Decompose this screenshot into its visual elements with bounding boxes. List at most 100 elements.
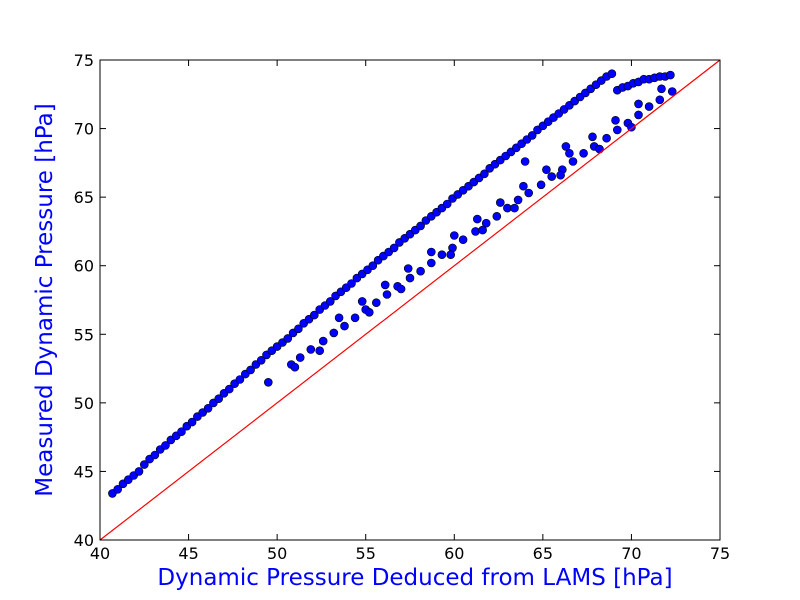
- data-point: [246, 365, 255, 375]
- data-point: [403, 264, 413, 273]
- data-point: [396, 284, 406, 294]
- data-point: [340, 321, 349, 331]
- data-point: [329, 328, 339, 338]
- data-point: [315, 346, 325, 356]
- data-point: [480, 169, 489, 179]
- x-tick-label: 70: [621, 544, 641, 563]
- data-point: [492, 212, 502, 221]
- data-point: [318, 336, 328, 346]
- data-point: [519, 181, 528, 191]
- x-tick-label: 45: [178, 544, 198, 563]
- data-point: [382, 290, 392, 299]
- data-point: [371, 298, 381, 308]
- data-point: [306, 345, 316, 354]
- data-point: [520, 157, 530, 166]
- data-point: [364, 307, 374, 317]
- y-tick-label: 70: [74, 120, 94, 139]
- data-point: [334, 313, 344, 323]
- data-point: [357, 297, 367, 306]
- data-point: [225, 384, 234, 394]
- reference-line: [99, 59, 721, 541]
- data-point: [472, 214, 482, 224]
- y-tick-label: 75: [74, 51, 94, 70]
- data-point: [611, 116, 620, 125]
- y-tick-label: 50: [74, 394, 94, 413]
- data-point: [595, 144, 604, 154]
- data-point: [350, 313, 360, 323]
- data-point: [458, 235, 468, 244]
- data-point: [513, 195, 523, 205]
- data-point: [612, 125, 622, 135]
- data-point: [481, 218, 491, 228]
- data-point: [309, 310, 319, 320]
- data-point: [478, 225, 487, 235]
- x-tick-label: 40: [90, 544, 110, 563]
- data-point: [150, 450, 160, 460]
- data-points: [108, 69, 677, 498]
- data-point: [187, 417, 197, 427]
- data-point: [325, 297, 335, 306]
- data-point: [295, 353, 305, 362]
- data-point: [524, 188, 534, 198]
- data-point: [627, 122, 636, 132]
- data-point: [389, 243, 399, 253]
- x-tick-label: 55: [356, 544, 376, 563]
- data-point: [547, 172, 557, 181]
- y-axis-label: Measured Dynamic Pressure [hPa]: [32, 103, 58, 496]
- data-point: [290, 362, 300, 372]
- data-point: [446, 250, 456, 259]
- data-point: [503, 203, 512, 213]
- data-point: [416, 221, 425, 231]
- data-point: [347, 279, 356, 288]
- data-point: [203, 403, 213, 413]
- data-point: [644, 102, 654, 111]
- y-tick-label: 40: [74, 531, 94, 550]
- y-tick-label: 45: [74, 462, 94, 481]
- y-axis: 40 45 50 55 60 65 70 75: [74, 51, 720, 550]
- data-point: [655, 95, 665, 105]
- data-point: [471, 227, 480, 236]
- data-point: [283, 334, 293, 343]
- data-point: [214, 394, 223, 404]
- data-point: [426, 247, 436, 257]
- data-point: [177, 427, 186, 437]
- data-point: [536, 180, 546, 190]
- data-point: [657, 84, 666, 94]
- y-tick-label: 60: [74, 257, 94, 276]
- data-point: [263, 377, 273, 387]
- data-point: [256, 355, 266, 365]
- data-point: [161, 441, 170, 450]
- y-tick-label: 55: [74, 325, 94, 344]
- data-point: [588, 132, 597, 142]
- data-point: [542, 165, 551, 174]
- data-point: [634, 99, 643, 109]
- x-tick-label: 60: [444, 544, 464, 563]
- x-tick-label: 50: [267, 544, 287, 563]
- data-point: [666, 70, 675, 80]
- data-point: [140, 460, 149, 469]
- data-point: [565, 149, 574, 158]
- data-point: [556, 170, 565, 180]
- data-point: [235, 375, 245, 384]
- plot-frame: [99, 59, 721, 541]
- data-point: [426, 258, 436, 268]
- data-point: [495, 198, 505, 207]
- data-point: [113, 484, 122, 494]
- data-point: [602, 133, 611, 143]
- data-point: [607, 69, 617, 78]
- data-point: [416, 266, 425, 276]
- data-point: [294, 324, 303, 334]
- data-point: [134, 467, 144, 476]
- data-point: [527, 131, 537, 140]
- data-point: [634, 110, 643, 120]
- data-point: [442, 199, 452, 209]
- data-point: [568, 157, 578, 166]
- data-point: [368, 261, 378, 271]
- data-point: [405, 273, 415, 283]
- x-tick-label: 75: [710, 544, 730, 563]
- data-point: [579, 149, 588, 158]
- data-point: [449, 231, 459, 240]
- y-tick-label: 65: [74, 188, 94, 207]
- data-point: [380, 280, 390, 290]
